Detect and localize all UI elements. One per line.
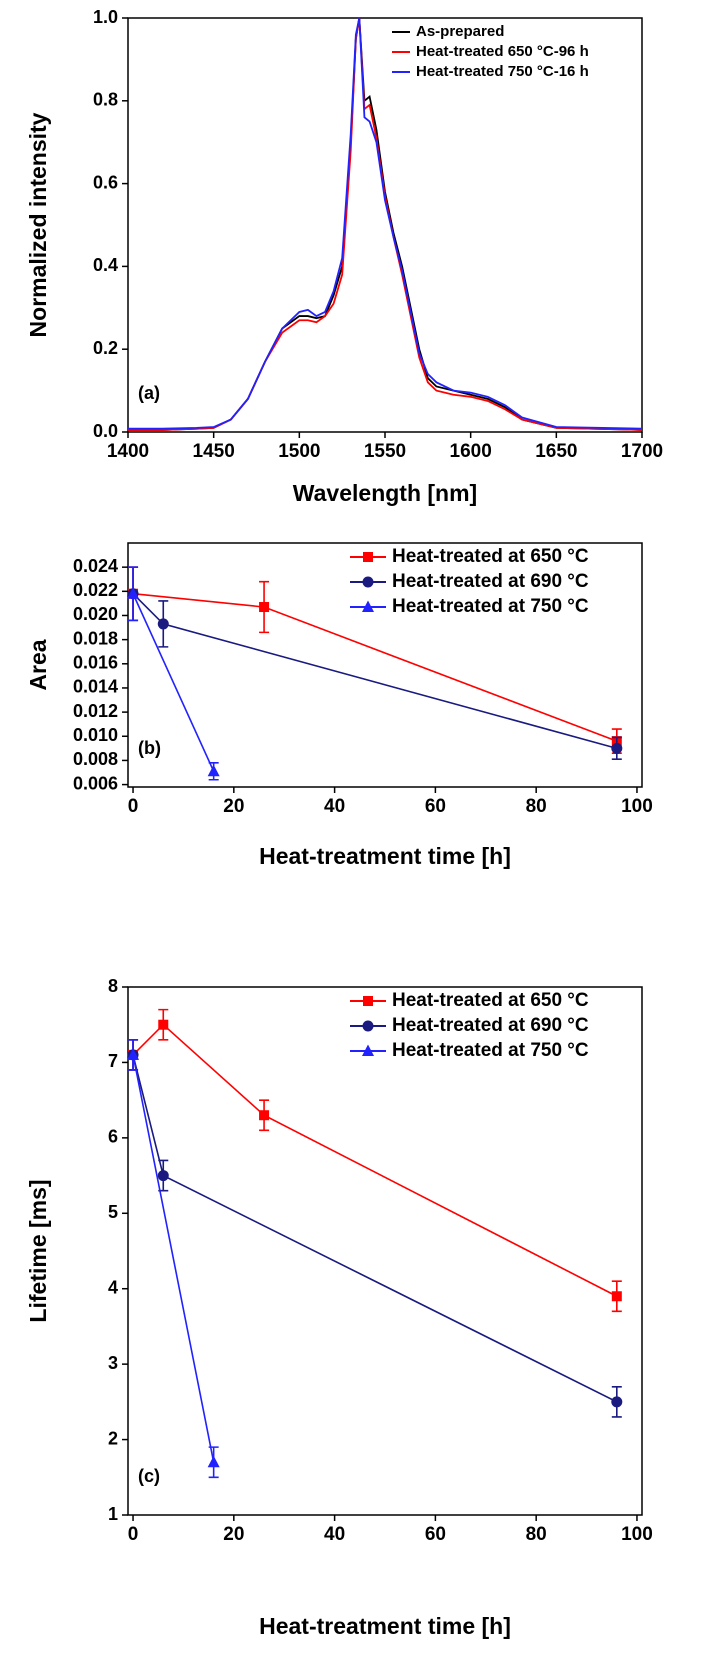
x-tick-label: 80 (526, 796, 547, 817)
data-point (259, 602, 270, 613)
legend-marker (362, 1044, 374, 1056)
y-tick-label: 0.008 (73, 749, 118, 769)
y-tick-label: 0.010 (73, 725, 118, 745)
y-axis-label: Normalized intensity (25, 112, 51, 337)
legend-label: Heat-treated at 690 °C (392, 571, 589, 592)
legend-marker (362, 576, 374, 588)
y-tick-label: 0.8 (93, 90, 118, 110)
x-tick-label: 80 (526, 1524, 547, 1545)
data-point (158, 1019, 169, 1030)
x-tick-label: 40 (324, 796, 345, 817)
data-point (611, 1396, 623, 1408)
legend-label: Heat-treated at 650 °C (392, 990, 589, 1011)
legend-label: Heat-treated at 750 °C (392, 596, 589, 617)
y-tick-label: 0.4 (93, 255, 118, 275)
x-tick-label: 1500 (278, 441, 320, 462)
panel-label: (c) (138, 1466, 160, 1486)
y-tick-label: 0.014 (73, 677, 118, 697)
data-point (207, 764, 220, 777)
x-tick-label: 1700 (621, 441, 663, 462)
data-point (157, 618, 169, 630)
series-line (132, 1023, 618, 1297)
x-tick-label: 1450 (193, 441, 235, 462)
y-tick-label: 0.024 (73, 556, 118, 576)
legend-label: Heat-treated at 750 °C (392, 1040, 589, 1061)
y-tick-label: 0.0 (93, 421, 118, 441)
x-tick-label: 0 (128, 796, 139, 817)
y-tick-label: 0.006 (73, 773, 118, 793)
series-line (128, 17, 643, 430)
x-tick-label: 1600 (450, 441, 492, 462)
y-tick-label: 3 (108, 1353, 118, 1373)
y-tick-label: 6 (108, 1127, 118, 1147)
x-axis-label: Heat-treatment time [h] (259, 1613, 511, 1639)
legend-label: As-prepared (416, 23, 504, 40)
y-tick-label: 0.2 (93, 338, 118, 358)
legend-marker (363, 996, 373, 1006)
y-tick-label: 1.0 (93, 7, 118, 27)
data-point (207, 1455, 220, 1468)
legend-label: Heat-treated 650 °C-96 h (416, 43, 589, 60)
data-point (611, 742, 623, 754)
series-line (132, 593, 215, 772)
data-point (611, 1291, 622, 1302)
data-point (127, 587, 140, 599)
y-tick-label: 4 (108, 1277, 118, 1297)
x-tick-label: 60 (425, 796, 446, 817)
x-axis-label: Wavelength [nm] (293, 480, 477, 506)
x-tick-label: 100 (621, 796, 653, 817)
y-tick-label: 0.016 (73, 653, 118, 673)
y-tick-label: 1 (108, 1504, 118, 1524)
plot-frame (127, 17, 643, 433)
data-point (127, 1048, 140, 1060)
y-axis-label: Area (25, 639, 51, 690)
legend-label: Heat-treated 750 °C-16 h (416, 63, 589, 80)
series-line (132, 1054, 618, 1403)
x-tick-label: 0 (128, 1524, 139, 1545)
panel-label: (b) (138, 738, 161, 758)
y-tick-label: 2 (108, 1428, 118, 1448)
legend-label: Heat-treated at 650 °C (392, 546, 589, 567)
y-tick-label: 5 (108, 1202, 118, 1222)
x-tick-label: 100 (621, 1524, 653, 1545)
plot-frame (127, 542, 643, 788)
x-tick-label: 1400 (107, 441, 149, 462)
x-tick-label: 60 (425, 1524, 446, 1545)
y-tick-label: 0.022 (73, 580, 118, 600)
legend-marker (363, 552, 373, 562)
legend-marker (362, 600, 374, 612)
y-tick-label: 0.6 (93, 172, 118, 192)
x-tick-label: 40 (324, 1524, 345, 1545)
y-axis-label: Lifetime [ms] (25, 1179, 51, 1322)
series-line (132, 1054, 215, 1463)
x-tick-label: 1550 (364, 441, 406, 462)
legend-label: Heat-treated at 690 °C (392, 1015, 589, 1036)
y-tick-label: 8 (108, 976, 118, 996)
x-tick-label: 20 (223, 796, 244, 817)
y-tick-label: 0.018 (73, 628, 118, 648)
x-tick-label: 20 (223, 1524, 244, 1545)
x-axis-label: Heat-treatment time [h] (259, 843, 511, 869)
legend-marker (362, 1020, 374, 1032)
y-tick-label: 0.020 (73, 604, 118, 624)
data-point (259, 1110, 270, 1121)
y-tick-label: 0.012 (73, 701, 118, 721)
plot-frame (127, 986, 643, 1516)
y-tick-label: 7 (108, 1051, 118, 1071)
x-tick-label: 1650 (535, 441, 577, 462)
panel-label: (a) (138, 383, 160, 403)
data-point (157, 1170, 169, 1182)
